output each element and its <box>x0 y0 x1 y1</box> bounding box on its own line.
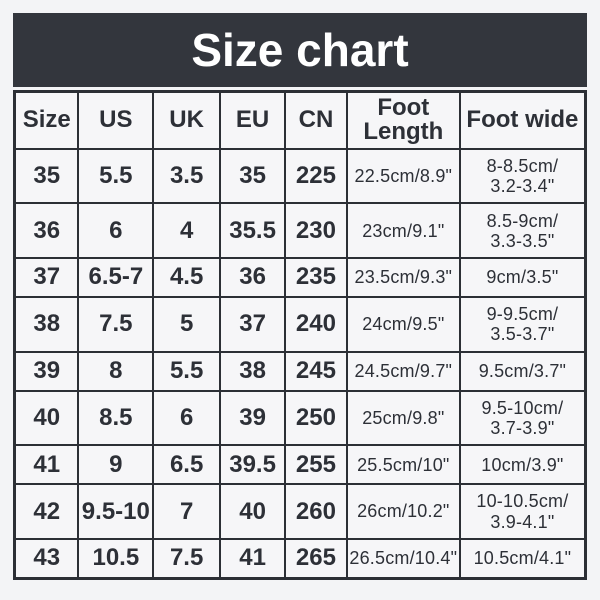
size-cell: 38 <box>13 295 80 353</box>
col-header-foot-wide: Foot wide <box>458 90 587 150</box>
size-cell: 40 <box>13 389 80 447</box>
foot-length-cell: 25cm/9.8" <box>345 389 461 447</box>
page-title: Size chart <box>191 24 409 76</box>
size-chart-table: Size US UK EU CN Foot Length Foot wide 3… <box>13 90 587 580</box>
cn-cell: 235 <box>284 257 348 298</box>
foot-length-cell: 25.5cm/10" <box>345 444 461 486</box>
foot-length-cell: 23.5cm/9.3" <box>345 257 461 298</box>
cn-cell: 230 <box>284 202 348 260</box>
eu-cell: 38 <box>219 350 287 392</box>
eu-cell: 41 <box>219 537 287 580</box>
table-row: 35 5.5 3.5 35 225 22.5cm/8.9" 8-8.5cm/ 3.2-3.4… <box>13 147 587 205</box>
foot-wide-cell: 10-10.5cm/ 3.9-4.1" <box>458 483 587 540</box>
col-header-eu: EU <box>219 90 287 150</box>
cn-cell: 240 <box>284 295 348 353</box>
size-cell: 42 <box>13 483 80 540</box>
foot-wide-cell: 10.5cm/4.1" <box>458 537 587 580</box>
cn-cell: 245 <box>284 350 348 392</box>
foot-wide-cell: 8.5-9cm/ 3.3-3.5" <box>458 202 587 260</box>
size-cell: 37 <box>13 257 80 298</box>
table-row: 36 6 4 35.5 230 23cm/9.1" 8.5-9cm/ 3.3-3.5" <box>13 202 587 260</box>
size-cell: 43 <box>13 537 80 580</box>
table-row: 39 8 5.5 38 245 24.5cm/9.7" 9.5cm/3.7" <box>13 350 587 392</box>
col-header-foot-length: Foot Length <box>345 90 461 150</box>
col-header-us: US <box>77 90 155 150</box>
us-cell: 8 <box>77 350 155 392</box>
uk-cell: 6.5 <box>152 444 222 486</box>
us-cell: 8.5 <box>77 389 155 447</box>
uk-cell: 4.5 <box>152 257 222 298</box>
uk-cell: 5.5 <box>152 350 222 392</box>
us-cell: 9.5-10 <box>77 483 155 540</box>
foot-wide-cell: 9cm/3.5" <box>458 257 587 298</box>
table-row: 43 10.5 7.5 41 265 26.5cm/10.4" 10.5cm/4.1" <box>13 537 587 580</box>
uk-cell: 3.5 <box>152 147 222 205</box>
table-row: 37 6.5-7 4.5 36 235 23.5cm/9.3" 9cm/3.5" <box>13 257 587 298</box>
foot-wide-cell: 9-9.5cm/ 3.5-3.7" <box>458 295 587 353</box>
us-cell: 5.5 <box>77 147 155 205</box>
foot-length-cell: 24.5cm/9.7" <box>345 350 461 392</box>
col-header-size: Size <box>13 90 80 150</box>
foot-length-cell: 26cm/10.2" <box>345 483 461 540</box>
size-cell: 39 <box>13 350 80 392</box>
cn-cell: 225 <box>284 147 348 205</box>
foot-wide-cell: 10cm/3.9" <box>458 444 587 486</box>
cn-cell: 255 <box>284 444 348 486</box>
eu-cell: 35.5 <box>219 202 287 260</box>
foot-length-cell: 23cm/9.1" <box>345 202 461 260</box>
us-cell: 6 <box>77 202 155 260</box>
uk-cell: 5 <box>152 295 222 353</box>
title-banner: Size chart <box>13 13 587 87</box>
foot-length-cell: 22.5cm/8.9" <box>345 147 461 205</box>
table-row: 40 8.5 6 39 250 25cm/9.8" 9.5-10cm/ 3.7-3.9" <box>13 389 587 447</box>
eu-cell: 37 <box>219 295 287 353</box>
foot-wide-cell: 9.5-10cm/ 3.7-3.9" <box>458 389 587 447</box>
table-row: 42 9.5-10 7 40 260 26cm/10.2" 10-10.5cm/ 3.9-4… <box>13 483 587 540</box>
size-cell: 35 <box>13 147 80 205</box>
us-cell: 6.5-7 <box>77 257 155 298</box>
us-cell: 7.5 <box>77 295 155 353</box>
uk-cell: 6 <box>152 389 222 447</box>
size-cell: 36 <box>13 202 80 260</box>
col-header-uk: UK <box>152 90 222 150</box>
cn-cell: 265 <box>284 537 348 580</box>
uk-cell: 7 <box>152 483 222 540</box>
foot-wide-cell: 8-8.5cm/ 3.2-3.4" <box>458 147 587 205</box>
header-row: Size US UK EU CN Foot Length Foot wide <box>13 90 587 150</box>
table-row: 41 9 6.5 39.5 255 25.5cm/10" 10cm/3.9" <box>13 444 587 486</box>
cn-cell: 250 <box>284 389 348 447</box>
us-cell: 9 <box>77 444 155 486</box>
col-header-cn: CN <box>284 90 348 150</box>
size-cell: 41 <box>13 444 80 486</box>
uk-cell: 4 <box>152 202 222 260</box>
foot-length-cell: 26.5cm/10.4" <box>345 537 461 580</box>
foot-length-cell: 24cm/9.5" <box>345 295 461 353</box>
eu-cell: 35 <box>219 147 287 205</box>
table-row: 38 7.5 5 37 240 24cm/9.5" 9-9.5cm/ 3.5-3.7" <box>13 295 587 353</box>
eu-cell: 39 <box>219 389 287 447</box>
eu-cell: 36 <box>219 257 287 298</box>
uk-cell: 7.5 <box>152 537 222 580</box>
eu-cell: 40 <box>219 483 287 540</box>
size-table-body: 35 5.5 3.5 35 225 22.5cm/8.9" 8-8.5cm/ 3.2-3.4… <box>13 147 587 580</box>
eu-cell: 39.5 <box>219 444 287 486</box>
cn-cell: 260 <box>284 483 348 540</box>
us-cell: 10.5 <box>77 537 155 580</box>
foot-wide-cell: 9.5cm/3.7" <box>458 350 587 392</box>
